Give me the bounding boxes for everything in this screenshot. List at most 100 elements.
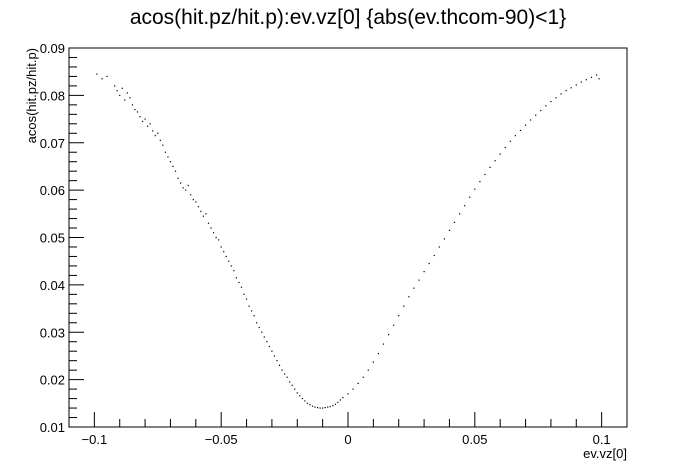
x-axis-ticks	[68, 412, 628, 427]
data-point	[271, 350, 273, 352]
data-point	[484, 173, 486, 176]
data-point	[235, 277, 237, 279]
data-point	[453, 221, 456, 223]
x-axis-label: ev.vz[0]	[583, 446, 627, 461]
data-point	[352, 388, 354, 390]
data-point	[570, 87, 572, 89]
data-point	[154, 135, 156, 137]
data-point	[197, 206, 199, 208]
y-axis-ticks	[69, 47, 84, 428]
data-point	[555, 97, 557, 99]
data-point	[545, 105, 547, 107]
data-point	[342, 397, 344, 399]
data-point	[238, 281, 240, 284]
data-point	[403, 305, 405, 307]
data-point	[228, 260, 230, 262]
data-point	[550, 100, 552, 103]
y-tick-label: 0.02	[40, 373, 65, 388]
data-point	[509, 140, 511, 142]
data-point	[372, 361, 374, 363]
data-point	[149, 123, 151, 125]
data-point	[585, 79, 588, 81]
y-tick-label: 0.09	[40, 41, 65, 56]
data-point	[433, 254, 435, 257]
data-point	[289, 381, 291, 383]
data-point	[136, 111, 139, 113]
data-point	[273, 355, 276, 357]
data-point	[207, 222, 210, 224]
data-point	[311, 405, 314, 407]
data-point	[339, 399, 341, 401]
data-point	[169, 161, 172, 163]
data-point	[131, 104, 134, 106]
x-tick-label: 0.1	[593, 432, 611, 447]
data-point	[474, 188, 476, 190]
data-point	[261, 331, 263, 333]
data-point	[157, 132, 159, 134]
data-point	[200, 210, 202, 213]
data-point	[301, 397, 303, 400]
data-point	[276, 360, 278, 362]
x-tick-label: −0.05	[205, 432, 238, 447]
data-point	[382, 343, 385, 345]
data-point	[164, 151, 166, 153]
data-point	[329, 406, 331, 408]
data-point	[316, 406, 319, 409]
data-point	[347, 393, 349, 395]
data-point	[218, 239, 220, 241]
y-tick-label: 0.04	[40, 278, 65, 293]
data-point	[114, 85, 116, 87]
data-point	[106, 75, 108, 78]
data-point	[469, 196, 471, 198]
y-tick-label: 0.06	[40, 183, 65, 198]
data-point	[182, 187, 184, 189]
data-point	[139, 116, 141, 118]
data-point	[489, 166, 491, 168]
y-axis-tick-labels: 0.01 0.02 0.03 0.04 0.05 0.06 0.07 0.08 0.09	[40, 41, 65, 435]
data-point	[243, 293, 245, 295]
y-axis-label: acos(hit.pz/hit.p)	[24, 48, 39, 143]
data-point	[319, 407, 321, 409]
data-point	[296, 392, 298, 394]
data-point	[245, 298, 248, 300]
data-point	[499, 153, 501, 155]
data-point	[215, 236, 217, 239]
data-point	[423, 271, 425, 273]
data-point	[187, 184, 189, 186]
data-point	[530, 119, 532, 121]
data-point	[152, 130, 154, 132]
data-point	[268, 345, 270, 348]
data-point	[413, 287, 415, 289]
data-point	[598, 78, 600, 80]
x-tick-label: 0	[344, 432, 351, 447]
data-point	[121, 87, 123, 89]
data-point	[266, 341, 268, 343]
data-point	[281, 369, 283, 371]
data-point	[225, 255, 227, 258]
data-point	[357, 382, 359, 385]
data-point	[286, 376, 288, 378]
data-point	[595, 74, 598, 76]
data-point	[172, 165, 174, 168]
data-point	[195, 201, 197, 203]
data-point	[116, 90, 118, 92]
data-point	[398, 315, 400, 317]
data-point	[428, 262, 430, 265]
data-point	[240, 286, 243, 288]
data-point	[162, 144, 164, 146]
data-point	[96, 73, 98, 75]
data-point	[248, 305, 250, 307]
data-point	[192, 199, 194, 201]
data-point	[129, 97, 131, 99]
data-point	[174, 170, 177, 172]
data-point	[327, 406, 329, 408]
data-point	[322, 407, 324, 409]
data-point	[504, 146, 506, 149]
data-point	[438, 246, 440, 248]
data-point	[448, 229, 451, 231]
data-point	[459, 213, 461, 215]
data-point	[205, 213, 207, 215]
data-point	[212, 232, 215, 234]
y-tick-label: 0.03	[40, 325, 65, 340]
